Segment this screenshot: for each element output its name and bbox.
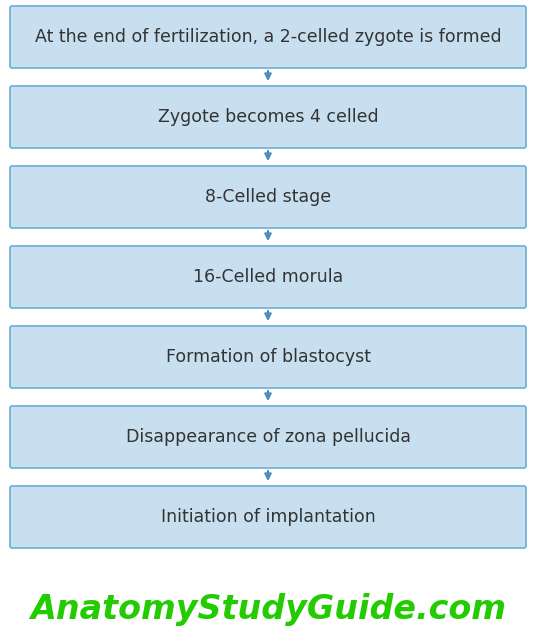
Text: 8-Celled stage: 8-Celled stage (205, 188, 331, 206)
FancyBboxPatch shape (10, 6, 526, 68)
Text: 16-Celled morula: 16-Celled morula (193, 268, 343, 286)
Text: Disappearance of zona pellucida: Disappearance of zona pellucida (125, 428, 411, 446)
Text: AnatomyStudyGuide.com: AnatomyStudyGuide.com (30, 593, 506, 627)
FancyBboxPatch shape (10, 326, 526, 388)
FancyBboxPatch shape (10, 246, 526, 308)
FancyBboxPatch shape (10, 166, 526, 228)
Text: Formation of blastocyst: Formation of blastocyst (166, 348, 370, 366)
Text: Zygote becomes 4 celled: Zygote becomes 4 celled (158, 108, 378, 126)
FancyBboxPatch shape (10, 86, 526, 148)
FancyBboxPatch shape (10, 486, 526, 548)
Text: Initiation of implantation: Initiation of implantation (161, 508, 375, 526)
Text: At the end of fertilization, a 2-celled zygote is formed: At the end of fertilization, a 2-celled … (35, 28, 501, 46)
FancyBboxPatch shape (10, 406, 526, 468)
